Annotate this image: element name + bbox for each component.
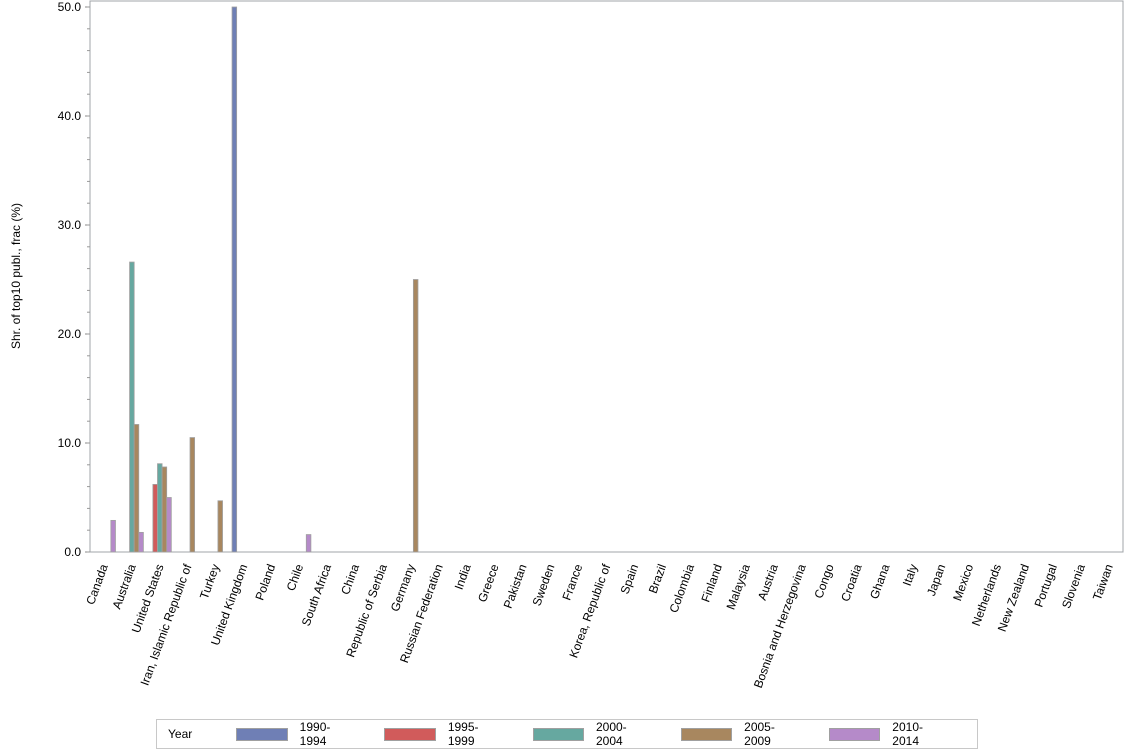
bar (217, 500, 223, 553)
x-tick-label: Spain (618, 562, 642, 596)
x-tick-label: Croatia (838, 562, 864, 603)
x-tick-label: Australia (110, 562, 139, 611)
legend-swatch (236, 727, 288, 741)
bar (157, 463, 163, 553)
bar (133, 424, 140, 553)
legend-item: 2000-2004 (532, 720, 653, 748)
bars (110, 6, 419, 553)
legend-label: 1995-1999 (447, 720, 479, 748)
axes: 0.0 10.0 20.0 30.0 40.0 50.0 (58, 0, 1124, 559)
bar (138, 531, 144, 553)
x-tick-label: Pakistan (501, 562, 530, 610)
x-tick-label: Ghana (867, 562, 893, 601)
legend: Year 1990-1994 1995-1999 2000-2004 2005-200… (156, 719, 978, 749)
x-tick-label: Portugal (1032, 562, 1060, 609)
bar (161, 466, 168, 553)
x-tick-label: Poland (252, 562, 278, 602)
y-tick-label: 20.0 (58, 327, 82, 341)
x-tick-label: Congo (811, 562, 836, 600)
legend-item: 2005-2009 (680, 720, 801, 748)
y-tick-label: 50.0 (58, 0, 82, 14)
bar (231, 6, 238, 553)
bar (305, 534, 312, 553)
x-tick-label: Japan (924, 562, 948, 598)
x-tick-label: France (559, 562, 585, 602)
x-tick-label: Mexico (950, 562, 976, 603)
legend-swatch (384, 727, 436, 741)
x-tick-label: Brazil (646, 562, 669, 595)
bar (412, 279, 419, 553)
x-tick-label: Finland (698, 562, 725, 604)
x-tick-label: Turkey (197, 562, 223, 601)
legend-label: 1990-1994 (299, 720, 331, 748)
x-tick-label: Taiwan (1090, 562, 1116, 602)
legend-label: 2005-2009 (744, 720, 775, 748)
legend-item: 2010-2014 (828, 720, 949, 748)
plot-frame (89, 0, 1124, 553)
x-tick-label: China (338, 562, 362, 597)
x-tick-label: India (452, 562, 474, 592)
x-tick-label: Austria (755, 562, 781, 602)
legend-title: Year (168, 727, 193, 741)
y-tick-label: 0.0 (64, 545, 81, 559)
x-tick-label: Sweden (529, 562, 557, 608)
legend-swatch (828, 727, 881, 741)
x-tick-label: Canada (83, 562, 111, 607)
bar (189, 437, 196, 553)
bar (152, 484, 158, 553)
bar-chart: 0.0 10.0 20.0 30.0 40.0 50.0 CanadaAustraliaU… (9, 0, 1124, 690)
legend-item: 1995-1999 (384, 720, 504, 748)
legend-swatch (532, 727, 584, 741)
legend-label: 2010-2014 (892, 720, 923, 748)
bar (166, 497, 172, 553)
y-axis-label: Shr. of top10 publ., frac (%) (9, 203, 23, 349)
bar (129, 261, 135, 553)
x-tick-label: Italy (900, 562, 921, 587)
x-tick-label: Malaysia (724, 562, 753, 612)
y-tick-label: 30.0 (58, 218, 82, 232)
y-tick-label: 40.0 (58, 109, 82, 123)
y-tick-label: 10.0 (58, 436, 82, 450)
legend-label: 2000-2004 (595, 720, 627, 748)
x-tick-label: Germany (388, 562, 418, 613)
x-tick-label: Colombia (667, 562, 698, 615)
legend-swatch (680, 727, 733, 741)
x-tick-label: Chile (284, 562, 307, 593)
x-tick-label: Greece (475, 562, 502, 604)
x-tick-label: Slovenia (1059, 562, 1088, 610)
legend-item: 1990-1994 (236, 720, 356, 748)
bar (110, 519, 116, 553)
x-tick-label: Bosnia and Herzegovina (751, 562, 809, 690)
